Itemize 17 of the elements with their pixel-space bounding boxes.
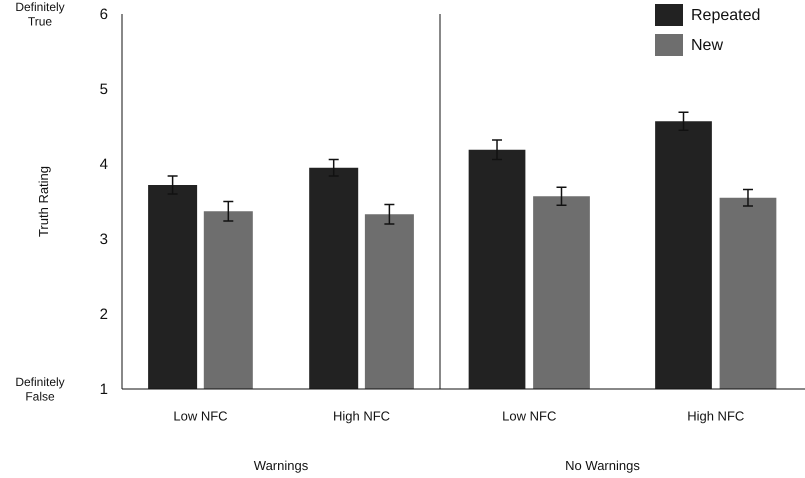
x-axis-title: Warnings [254,458,309,473]
y-axis-title: Truth Rating [36,166,51,238]
x-tick-label: High NFC [333,408,390,424]
y-tick-label: 2 [100,306,108,323]
y-tick-label: 1 [100,380,108,398]
y-tick-label: 4 [100,156,108,173]
y-tick-label: 3 [100,230,108,248]
y-tick-label: 5 [100,80,108,98]
x-tick-label: Low NFC [502,408,556,424]
x-tick-label: High NFC [687,408,744,424]
x-tick-label: Low NFC [173,408,228,424]
text: Definitely True [15,0,65,28]
legend-label: New [691,37,724,54]
legend-label: Repeated [691,7,760,24]
x-axis-title: No Warnings [565,458,640,473]
y-tick-label: 6 [100,6,108,23]
text: Definitely False [15,375,65,404]
